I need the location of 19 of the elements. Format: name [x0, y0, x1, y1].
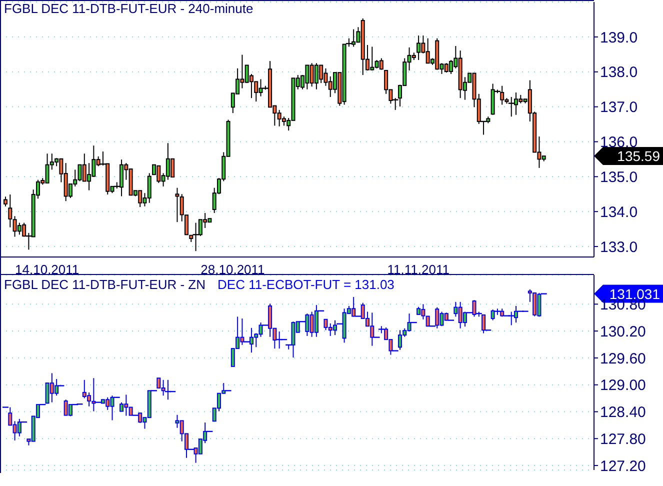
- y-tick-label: 128.40: [600, 404, 646, 422]
- y-tick-label: 127.20: [600, 458, 646, 475]
- y-tick-label: 129.60: [600, 350, 646, 368]
- y-tick-label: 137.0: [600, 99, 638, 116]
- candlestick: [175, 188, 180, 222]
- x-tick-label: 14.10.2011: [15, 262, 80, 278]
- y-tick-label: 127.80: [600, 430, 646, 448]
- chart-title: FGBL DEC 11-DTB-FUT-EUR - 240-minute: [4, 1, 254, 16]
- y-tick-label: 129.00: [600, 377, 646, 394]
- chart-subtitle: DEC 11-ECBOT-FUT = 131.03: [218, 277, 394, 292]
- y-tick-label: 130.20: [600, 323, 646, 340]
- y-tick-label: 139.0: [600, 29, 638, 46]
- y-tick-label: 138.0: [600, 64, 638, 82]
- x-tick-label: 11.11.2011: [387, 262, 450, 278]
- y-tick-label: 135.0: [600, 168, 638, 186]
- chart-title: FGBL DEC 11-DTB-FUT-EUR - ZN: [4, 277, 206, 292]
- y-tick-label: 134.0: [600, 204, 638, 221]
- y-tick-label: 133.0: [600, 238, 638, 256]
- x-tick-label: 28.10.2011: [200, 262, 265, 278]
